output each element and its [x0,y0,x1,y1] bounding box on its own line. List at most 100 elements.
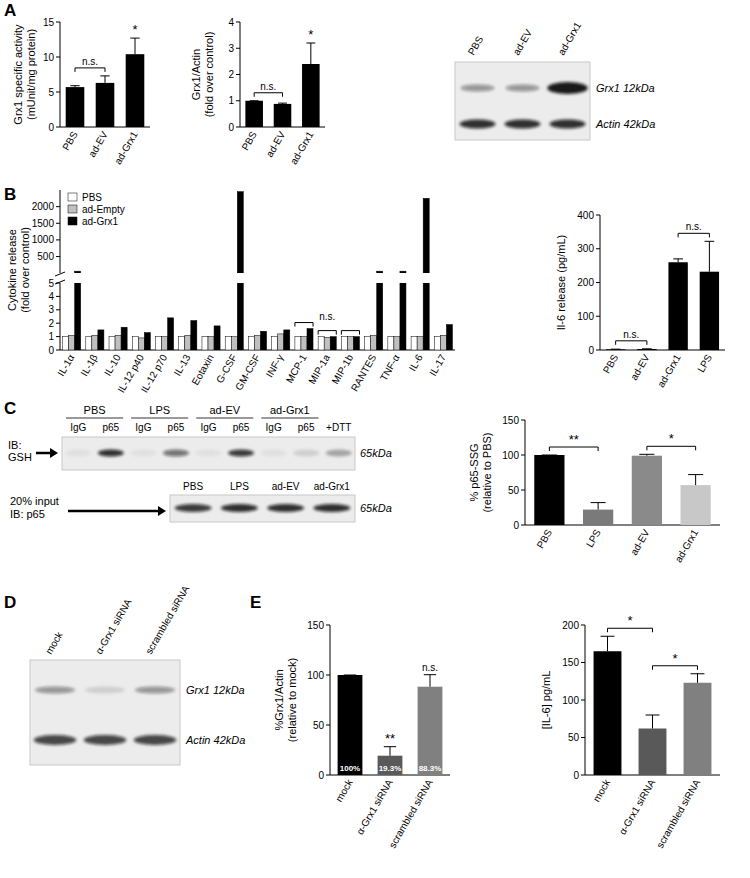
bar [185,335,191,350]
error-bar [691,674,705,683]
bar-upper [377,271,383,273]
bar [700,272,719,350]
category-label: PBS [535,527,555,550]
blot-membrane [170,495,355,522]
blot-band [135,687,175,694]
bar [66,87,85,127]
row-label: Grx1 12kDa [596,82,655,94]
tick-label: 1 [48,331,54,342]
bar [138,338,144,350]
bar [63,337,69,350]
category-label: scrambled siRNA [654,777,702,850]
annotation: * [669,431,674,446]
bar [126,54,145,127]
lane-label: +DTT [326,422,351,433]
annotation: * [132,22,137,37]
bar [417,337,423,350]
significance-bracket [608,628,653,632]
blot-membrane [30,660,180,765]
arrow [36,452,51,455]
category-label: MIP-1a [306,352,332,386]
category-label: ad-EV [264,129,288,159]
bar [594,651,622,775]
bar [109,337,115,350]
tick [521,525,525,526]
annotation: * [627,613,632,628]
legend-swatch [68,205,77,213]
lane-label: ad-EV [272,481,300,492]
annotation: * [308,27,313,42]
tick-label: 150 [562,657,579,668]
bar [179,337,185,350]
tick [56,309,60,310]
bar [202,337,208,350]
blot-membrane [62,437,355,470]
bar [681,485,711,525]
y-axis [330,625,331,775]
category-label: ad-Grx1 [673,527,701,564]
blot-band [460,120,496,129]
tick [596,248,600,249]
tick-label: 1 [228,95,234,106]
blot-band [163,450,189,457]
error-bar [705,241,715,271]
marks-upper [75,192,430,273]
arrow-head [50,448,58,458]
blot-band [505,120,541,129]
y-axis-upper [60,190,61,273]
bar [307,329,313,350]
arrow-head [158,506,166,516]
axis-label: Il-6 release (pg/mL) [555,235,567,330]
blot-band [85,687,125,694]
blot-band [506,85,540,92]
blot-band [130,450,156,457]
blot-band [84,735,127,745]
category-label: IL-12 p70 [139,352,170,394]
panel-label: A [4,1,16,20]
bar [284,330,290,350]
tick-label: 50 [313,720,325,731]
error-bar [673,259,683,262]
category-label: scrambled siRNA [387,777,435,850]
tick-label: 2000 [32,201,55,212]
blot-band [221,504,258,512]
bar [144,333,150,350]
tick [56,223,60,224]
lane-label: mock [43,629,65,656]
tick-label: 300 [577,243,594,254]
tick-label: 3 [228,43,234,54]
group-label: ad-EV [209,404,240,416]
bar [245,101,263,127]
tick [596,282,600,283]
bar [168,318,174,350]
bar [248,337,254,350]
lane-label: p65 [168,422,185,433]
blot-band [461,85,495,92]
figure: ABCDEGrx1 specific activity(mUnit/mg pro… [0,0,750,878]
tick [326,675,330,676]
tick [56,350,60,351]
axis-label: Grx1 specific activity [12,24,24,125]
tick [56,57,60,58]
bar [377,283,383,350]
tick [326,775,330,776]
blot-band [98,450,124,457]
arrow [68,510,159,513]
bar [237,283,243,350]
tick-label: 0 [228,122,234,133]
marks [594,636,712,775]
blot-band [65,450,91,457]
category-label: INF-γ [264,353,286,380]
lane-label: scrambled siRNA [143,583,191,656]
lane-label: IgG [135,422,151,433]
lane-label: p65 [233,422,250,433]
axis-label: Cytokine release [6,229,18,311]
bar-chart: %Grx1/Actin(relative to mock)050100150mo… [273,620,450,850]
tick-label: 15 [43,17,55,28]
tick [596,215,600,216]
bar [418,687,443,775]
broken-bar-chart: Cytokine release(fold over control)01234… [6,0,455,395]
lane-label: p65 [298,422,315,433]
lane-label: PBS [183,481,203,492]
error-bar [639,454,654,455]
